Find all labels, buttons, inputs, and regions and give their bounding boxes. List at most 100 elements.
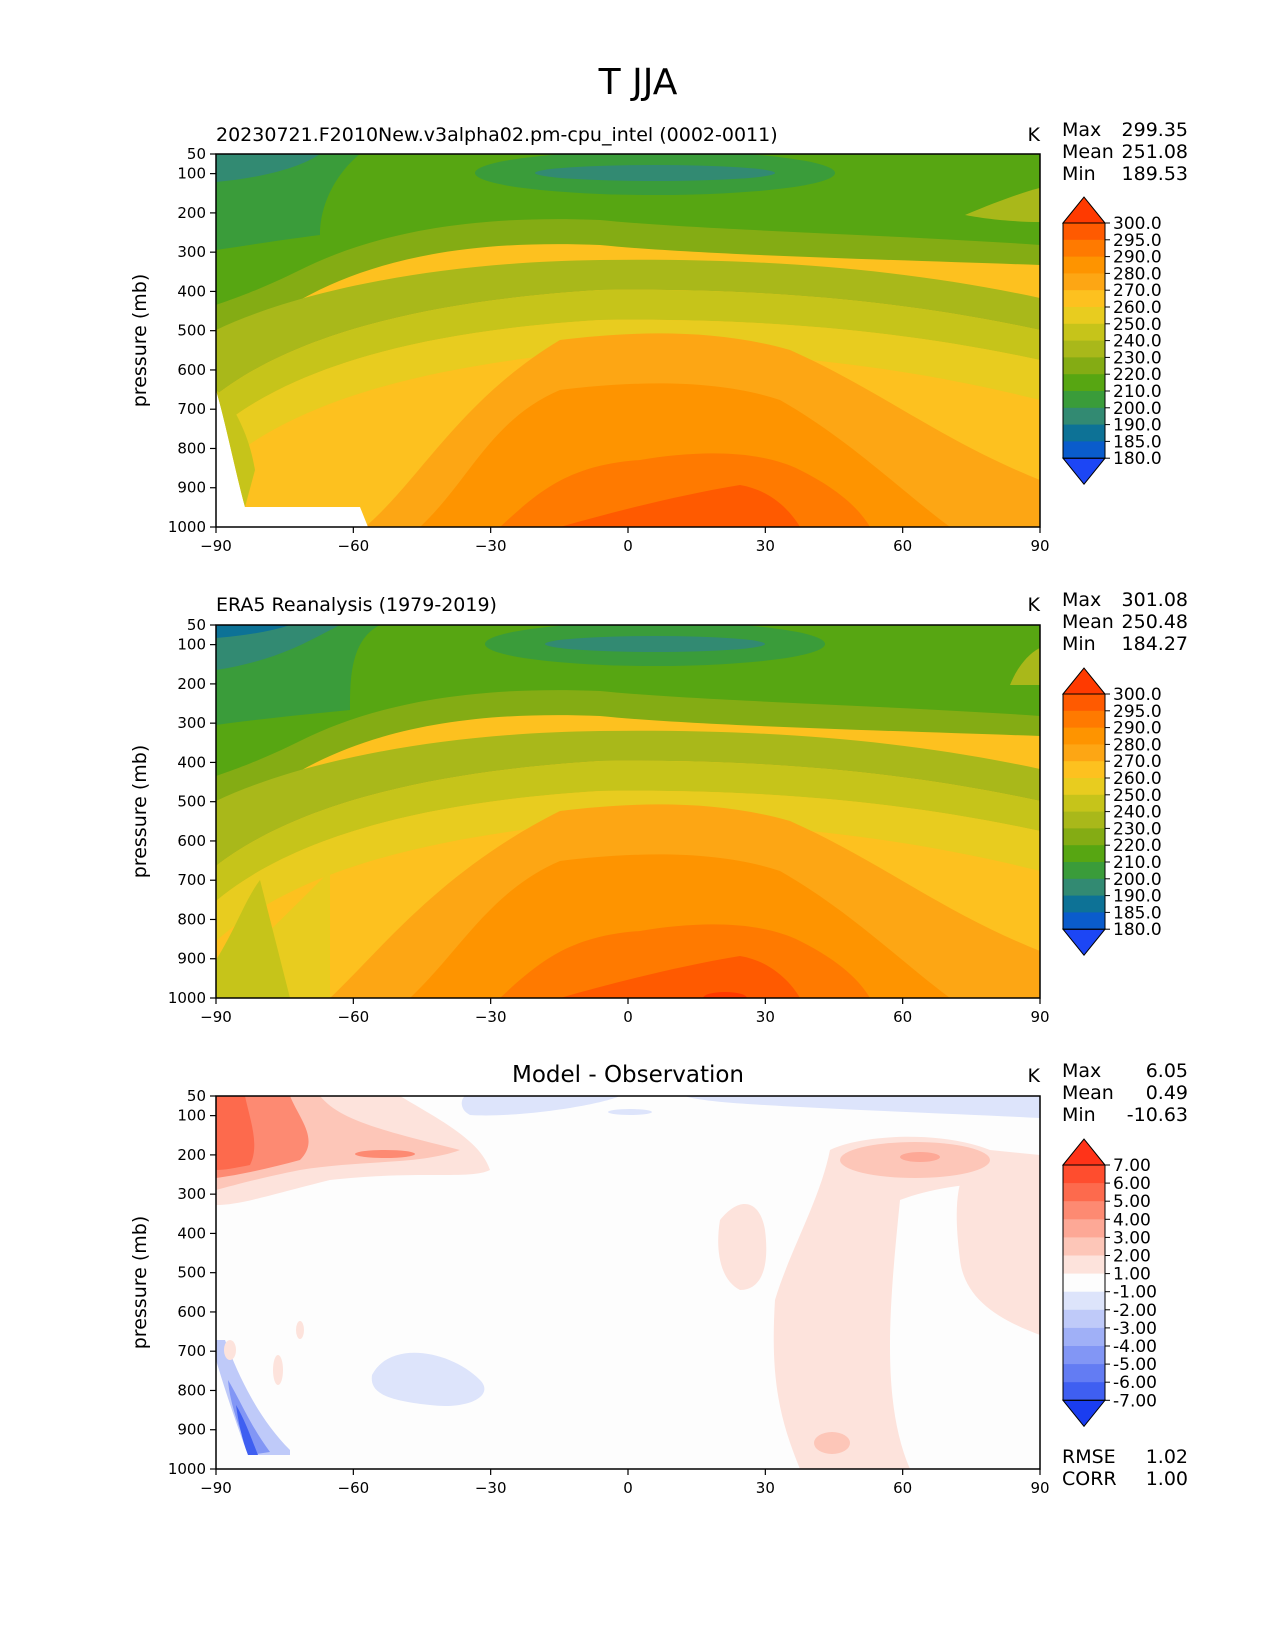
colorbar-swatch (1063, 1327, 1105, 1347)
stat-max-label: Max (1062, 1060, 1101, 1082)
y-tick-label: 600 (177, 832, 206, 850)
colorbar-label: 7.00 (1113, 1156, 1151, 1176)
panel-ref-colorbar: 300.0295.0290.0280.0270.0260.0250.0240.0… (1061, 667, 1162, 956)
colorbar-label: 185.0 (1113, 903, 1162, 923)
colorbar-swatch (1063, 290, 1105, 308)
panel-test: 20230721.F2010New.v3alpha02.pm-cpu_intel… (129, 119, 1188, 555)
colorbar-label: 1.00 (1113, 1265, 1151, 1285)
colorbar-swatch (1063, 811, 1105, 829)
colorbar-extend-top (1061, 196, 1107, 224)
x-tick-label: 90 (1030, 1008, 1049, 1026)
colorbar-label: 220.0 (1113, 836, 1162, 856)
colorbar-swatch (1063, 441, 1105, 459)
y-tick-label: 700 (177, 400, 206, 418)
colorbar-label: 4.00 (1113, 1210, 1151, 1230)
x-tick-label: 60 (893, 1008, 912, 1026)
y-axis-label: pressure (mb) (129, 1216, 151, 1350)
panel-test-stats: Max 299.35 Mean 251.08 Min 189.53 (1062, 119, 1188, 185)
colorbar-label: 240.0 (1113, 332, 1162, 352)
y-tick-label: 100 (177, 165, 206, 183)
panel-diff-colorbar: 7.006.005.004.003.002.001.00-1.00-2.00-3… (1061, 1138, 1157, 1428)
colorbar-swatch (1063, 1201, 1105, 1220)
y-tick-label: 1000 (168, 989, 206, 1007)
panel-ref-label: ERA5 Reanalysis (1979-2019) (216, 594, 497, 616)
panel-diff-axes: −90 −60 −30 0 30 60 90 50 100 200 300 400 500 600 700 8… (129, 1087, 1050, 1497)
colorbar-swatch (1063, 1219, 1105, 1238)
x-tick-label: 30 (756, 537, 775, 555)
x-tick-label: −90 (200, 1479, 232, 1497)
figure-title: T JJA (598, 62, 678, 103)
colorbar-label: 290.0 (1113, 248, 1162, 268)
x-tick-label: −60 (338, 1479, 370, 1497)
x-tick-label: 90 (1030, 537, 1049, 555)
stat-min-label: Min (1062, 163, 1096, 185)
panel-diff-unit: K (1028, 1065, 1041, 1087)
colorbar-swatch (1063, 845, 1105, 863)
x-tick-label: 0 (623, 1479, 633, 1497)
stat-mean-label: Mean (1062, 141, 1114, 163)
colorbar-label: 200.0 (1113, 870, 1162, 890)
colorbar-swatch (1063, 340, 1105, 358)
colorbar-swatch (1063, 1183, 1105, 1202)
colorbar-extend-top (1061, 1138, 1107, 1166)
y-tick-label: 50 (187, 616, 206, 634)
x-tick-label: 0 (623, 537, 633, 555)
x-tick-label: −30 (475, 1479, 507, 1497)
y-tick-label: 400 (177, 1224, 206, 1242)
stat-corr-label: CORR (1062, 1468, 1117, 1490)
colorbar-swatch (1063, 1165, 1105, 1184)
x-tick-label: 90 (1030, 1479, 1049, 1497)
panel-diff-contours (216, 1096, 1040, 1469)
colorbar-label: -3.00 (1113, 1319, 1157, 1339)
y-tick-label: 200 (177, 204, 206, 222)
x-tick-label: −30 (475, 537, 507, 555)
y-tick-label: 600 (177, 1303, 206, 1321)
y-tick-label: 500 (177, 322, 206, 340)
colorbar-swatch (1063, 407, 1105, 426)
panel-diff: Model - Observation K (129, 1060, 1188, 1497)
colorbar-swatch (1063, 239, 1105, 258)
colorbar-label: -7.00 (1113, 1391, 1157, 1411)
colorbar-swatch (1063, 828, 1105, 846)
colorbar-swatch (1063, 1309, 1105, 1329)
colorbar-label: 240.0 (1113, 803, 1162, 823)
stat-max-label: Max (1062, 119, 1101, 141)
panel-test-axes: −90 −60 −30 0 30 60 90 50 100 200 300 400 500 600 700 8… (129, 145, 1050, 555)
y-tick-label: 600 (177, 361, 206, 379)
y-tick-label: 1000 (168, 1460, 206, 1478)
colorbar-swatch (1063, 912, 1105, 930)
colorbar-extend-bottom (1061, 457, 1107, 485)
y-tick-label: 100 (177, 636, 206, 654)
colorbar-swatch (1063, 256, 1105, 274)
colorbar-label: 3.00 (1113, 1228, 1151, 1248)
y-tick-label: 300 (177, 243, 206, 261)
stat-max-value: 6.05 (1146, 1060, 1188, 1082)
colorbar-swatch (1063, 1291, 1105, 1311)
colorbar-swatch (1063, 1346, 1105, 1365)
colorbar-label: -1.00 (1113, 1283, 1157, 1303)
colorbar-label: 295.0 (1113, 231, 1162, 251)
colorbar-swatch (1063, 424, 1105, 442)
x-tick-label: 0 (623, 1008, 633, 1026)
colorbar-label: -4.00 (1113, 1337, 1157, 1357)
panel-test-label: 20230721.F2010New.v3alpha02.pm-cpu_intel… (216, 124, 778, 146)
colorbar-swatch (1063, 727, 1105, 745)
colorbar-label: 250.0 (1113, 786, 1162, 806)
colorbar-label: 190.0 (1113, 887, 1162, 907)
y-tick-label: 800 (177, 1381, 206, 1399)
y-tick-label: 200 (177, 675, 206, 693)
colorbar-swatch (1063, 878, 1105, 897)
colorbar-extend-top (1061, 667, 1107, 695)
colorbar-label: 2.00 (1113, 1247, 1151, 1267)
y-tick-label: 700 (177, 1342, 206, 1360)
colorbar-swatch (1063, 1237, 1105, 1256)
colorbar-swatch (1063, 223, 1105, 241)
colorbar-swatch (1063, 895, 1105, 913)
y-tick-label: 50 (187, 1087, 206, 1105)
stat-max-value: 299.35 (1122, 119, 1188, 141)
y-tick-label: 900 (177, 950, 206, 968)
colorbar-label: -2.00 (1113, 1301, 1157, 1321)
colorbar-swatch (1063, 1273, 1105, 1293)
panel-ref-stats: Max 301.08 Mean 250.48 Min 184.27 (1062, 589, 1188, 655)
